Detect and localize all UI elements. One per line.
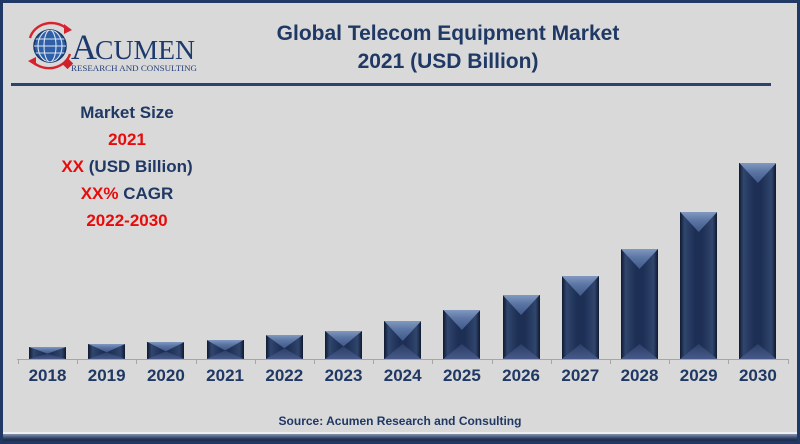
bar-bottom-facet [206,350,244,359]
market-size-year: 2021 [108,130,146,149]
bar-top-facet [325,331,362,347]
cagr-line: XX% CAGR [19,180,235,207]
x-axis-tick [609,359,611,364]
source-caption: Source: Acumen Research and Consulting [278,414,522,428]
x-axis-tick [254,359,256,364]
bar-top-facet [443,310,481,330]
market-size-annotation: Market Size 2021 XX (USD Billion) XX% CA… [19,99,235,234]
x-axis-label-2029: 2029 [679,366,718,385]
x-axis-label-2022: 2022 [265,366,304,385]
bar-bottom-facet [621,344,658,359]
bar-2028 [621,249,658,359]
header-divider [11,83,771,86]
bar-2030 [739,163,777,359]
x-axis-tick [195,359,197,364]
bar-bottom-facet [561,344,599,359]
bar-2027 [561,276,599,359]
bar-top-facet [265,335,303,349]
cagr-value: XX% [80,184,119,203]
bar-top-facet [621,249,658,269]
bar-2024 [384,321,422,359]
x-axis-tick [550,359,552,364]
x-axis-label-2025: 2025 [442,366,481,385]
logo-wordmark-rest: CUMEN [95,35,195,65]
bar-top-facet [384,321,422,341]
bar-2019 [88,344,126,359]
acumen-logo: A CUMEN RESEARCH AND CONSULTING [28,21,197,73]
bar-chart: 2018 2019 2020 2021 2022 2023 2024 2025 2026 2027… [3,3,797,441]
bar-2029 [680,212,718,359]
x-axis-tick [491,359,493,364]
bar-top-facet [206,340,244,351]
x-axis-label-2018: 2018 [28,366,67,385]
x-axis-line [17,359,788,360]
x-axis-label-2030: 2030 [738,366,777,385]
x-axis-label-2026: 2026 [502,366,540,385]
bar-2026 [502,295,540,359]
bar-top-facet [88,344,126,353]
bar-bottom-facet [502,344,540,359]
bar-bottom-facet [147,351,185,359]
forecast-period: 2022-2030 [86,211,168,230]
footer-band [3,432,797,441]
market-size-unit: (USD Billion) [88,157,193,176]
logo-wordmark-initial: A [71,27,97,67]
x-axis-label-2024: 2024 [383,366,422,385]
x-axis-tick [787,359,789,364]
x-axis-label-2028: 2028 [620,366,659,385]
bar-bottom-facet [29,353,66,359]
chart-title-line2: 2021 (USD Billion) [357,50,539,73]
bar-bottom-facet [88,352,126,359]
bar-2020 [147,342,185,359]
bar-2021 [206,340,244,359]
logo-orbit-arrows [28,21,72,70]
x-axis-tick [17,359,19,364]
bar-top-facet [147,342,185,352]
market-size-heading: Market Size [80,103,174,122]
market-size-value-line: XX (USD Billion) [19,153,235,180]
bar-bottom-facet [443,344,481,359]
bar-2023 [325,331,362,359]
x-axis-tick [313,359,315,364]
x-axis-tick [728,359,730,364]
bar-2018 [29,347,66,359]
x-axis-label-2020: 2020 [146,366,185,385]
x-axis-tick [373,359,375,364]
logo-tagline: RESEARCH AND CONSULTING [71,63,197,73]
x-axis-label-2023: 2023 [324,366,363,385]
bar-top-facet [739,163,777,183]
bar-bottom-facet [325,346,362,359]
market-size-value: XX [61,157,85,176]
bar-top-facet [502,295,540,315]
bar-bottom-facet [265,348,303,359]
bar-top-facet [29,347,66,354]
bar-2025 [443,310,481,359]
cagr-label: CAGR [123,184,174,203]
x-axis-label-2027: 2027 [561,366,600,385]
bar-top-facet [680,212,718,232]
x-axis-tick [669,359,671,364]
x-axis-tick [432,359,434,364]
globe-icon [33,29,67,63]
chart-title-line1: Global Telecom Equipment Market [276,22,620,45]
x-axis-tick [136,359,138,364]
bar-bottom-facet [384,344,422,359]
x-axis-tick [77,359,79,364]
x-axis-label-2021: 2021 [206,366,244,385]
bar-bottom-facet [739,344,777,359]
bar-top-facet [561,276,599,296]
bar-2022 [265,335,303,359]
bar-bottom-facet [680,344,718,359]
x-axis-label-2019: 2019 [87,366,126,385]
chart-title: Global Telecom Equipment Market 2021 (US… [218,20,678,76]
